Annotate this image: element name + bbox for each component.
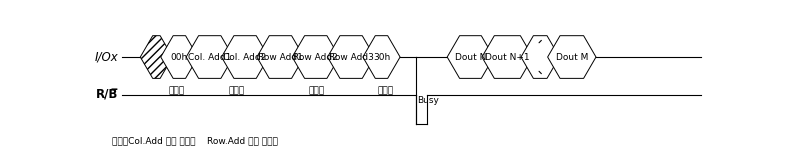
Text: Row Add1: Row Add1 (258, 53, 303, 61)
Text: Col. Add1: Col. Add1 (188, 53, 231, 61)
Polygon shape (447, 36, 494, 78)
Text: 列地址: 列地址 (228, 86, 245, 95)
Text: 说明：Col.Add 表示 列地址    Row.Add 表示 行地址: 说明：Col.Add 表示 列地址 Row.Add 表示 行地址 (112, 137, 278, 146)
Text: 读命令: 读命令 (377, 86, 394, 95)
Text: Dout M: Dout M (556, 53, 588, 61)
Text: Dout N: Dout N (454, 53, 486, 61)
Text: Row Add2: Row Add2 (294, 53, 338, 61)
Text: Row Add3: Row Add3 (329, 53, 374, 61)
Polygon shape (521, 36, 559, 78)
Polygon shape (222, 36, 269, 78)
Text: Dout N+1: Dout N+1 (485, 53, 530, 61)
Text: I/Ox: I/Ox (95, 51, 118, 64)
Polygon shape (257, 36, 304, 78)
Text: Col. Add2: Col. Add2 (223, 53, 266, 61)
Polygon shape (140, 36, 173, 78)
Text: 00h: 00h (170, 53, 188, 61)
Text: 读命令: 读命令 (168, 86, 184, 95)
Text: Busy: Busy (417, 96, 438, 106)
Polygon shape (186, 36, 234, 78)
Text: 30h: 30h (373, 53, 390, 61)
Polygon shape (161, 36, 198, 78)
Polygon shape (363, 36, 400, 78)
Polygon shape (548, 36, 596, 78)
Polygon shape (292, 36, 339, 78)
Polygon shape (327, 36, 374, 78)
Text: 行地址: 行地址 (309, 86, 325, 95)
Polygon shape (482, 36, 533, 78)
Text: R/B̅: R/B̅ (96, 89, 118, 102)
